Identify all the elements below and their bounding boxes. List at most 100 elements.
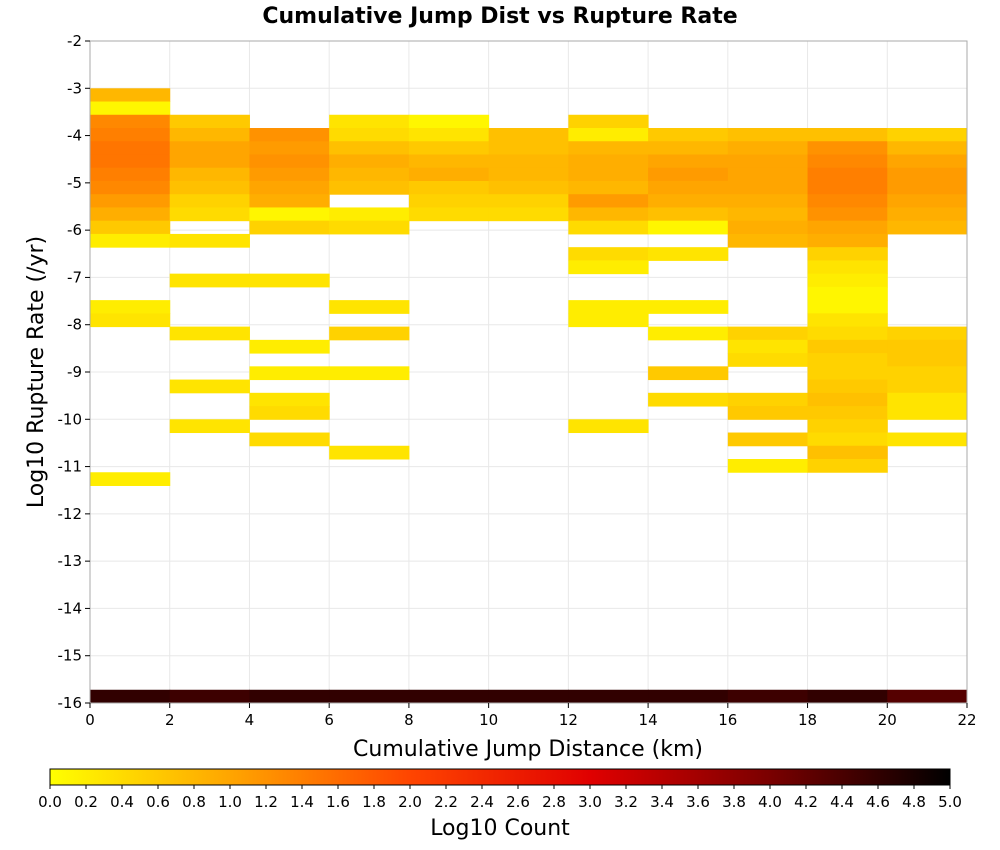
colorbar-gradient	[49, 768, 951, 786]
heatmap-cell	[408, 194, 490, 208]
heatmap-cell	[727, 432, 809, 447]
heatmap-cell	[408, 154, 490, 169]
heatmap-cell	[169, 180, 250, 195]
heatmap-cell	[249, 339, 330, 354]
heatmap-cell	[887, 392, 968, 407]
heatmap-cell	[249, 366, 330, 381]
heatmap-cell	[169, 207, 250, 222]
heatmap-cell	[249, 167, 330, 182]
heatmap-cell	[807, 128, 888, 142]
heatmap-cell	[488, 207, 569, 222]
heatmap-cell	[329, 689, 410, 704]
heatmap-cell	[169, 273, 250, 288]
heatmap-cell	[90, 233, 171, 248]
heatmap-cell	[727, 194, 809, 208]
heatmap-cell	[90, 154, 171, 169]
heatmap-cell	[329, 180, 410, 195]
y-tick-label: -16	[58, 694, 83, 712]
heatmap-cell	[488, 689, 569, 704]
heatmap-cell	[329, 326, 410, 341]
colorbar-tick-label: 3.4	[650, 793, 674, 811]
colorbar-tick-label: 2.8	[542, 793, 566, 811]
heatmap-cell	[249, 392, 330, 407]
y-tick-label: -5	[67, 174, 82, 192]
heatmap-cell	[90, 101, 171, 116]
heatmap-cell	[329, 128, 410, 142]
heatmap-cell	[807, 419, 888, 434]
heatmap-cell	[648, 180, 729, 195]
heatmap-cell	[727, 326, 809, 341]
heatmap-cell	[807, 247, 888, 261]
heatmap-cell	[648, 141, 729, 155]
heatmap-cell	[90, 220, 171, 235]
y-tick-label: -4	[67, 127, 82, 145]
heatmap-cell	[568, 207, 649, 222]
heatmap-cell	[807, 220, 888, 235]
x-tick-label: 18	[798, 711, 817, 729]
heatmap-cell	[568, 689, 649, 704]
heatmap-cell	[568, 167, 649, 182]
heatmap-cell	[329, 300, 410, 314]
colorbar-tick-label: 4.6	[866, 793, 890, 811]
plot-area	[89, 40, 968, 704]
heatmap-cell	[807, 273, 888, 288]
colorbar-tick-label: 5.0	[938, 793, 962, 811]
heatmap-cell	[568, 419, 649, 434]
heatmap-cell	[648, 220, 729, 235]
heatmap-cell	[807, 366, 888, 381]
heatmap-cell	[169, 128, 250, 142]
colorbar-label: Log10 Count	[430, 816, 570, 841]
heatmap-cell	[568, 128, 649, 142]
heatmap-cell	[807, 286, 888, 301]
x-tick-label: 20	[878, 711, 897, 729]
heatmap-cell	[807, 167, 888, 182]
heatmap-cell	[727, 689, 809, 704]
heatmap-cell	[169, 154, 250, 169]
heatmap-cell	[249, 141, 330, 155]
heatmap-cell	[408, 689, 490, 704]
heatmap-cell	[329, 366, 410, 381]
heatmap-cell	[807, 313, 888, 328]
heatmap-cell	[648, 366, 729, 381]
heatmap-cell	[90, 141, 171, 155]
heatmap-cell	[807, 339, 888, 354]
heatmap-cell	[488, 141, 569, 155]
heatmap-cell	[329, 445, 410, 460]
heatmap-cell	[488, 167, 569, 182]
colorbar-tick-label: 0.6	[146, 793, 170, 811]
y-axis-ticks: -2 -3 -4 -5 -6 -7 -8 -9 -10 -11 -12 -13 -14 -15 -16	[58, 32, 90, 712]
heatmap-cell	[568, 114, 649, 129]
heatmap-cell	[648, 128, 729, 142]
colorbar-tick-label: 1.8	[362, 793, 386, 811]
heatmap-cell	[887, 379, 968, 394]
heatmap-cell	[727, 154, 809, 169]
heatmap-cell	[807, 141, 888, 155]
heatmap-cell	[727, 406, 809, 420]
heatmap-cell	[648, 167, 729, 182]
heatmap-cell	[249, 220, 330, 235]
heatmap-cell	[329, 167, 410, 182]
heatmap-cell	[90, 167, 171, 182]
x-tick-label: 16	[718, 711, 737, 729]
heatmap-cell	[807, 379, 888, 394]
heatmap-cell	[90, 300, 171, 314]
y-tick-label: -9	[67, 363, 82, 381]
heatmap-cell	[329, 141, 410, 155]
heatmap-cell	[169, 167, 250, 182]
colorbar-tick-label: 3.2	[614, 793, 638, 811]
colorbar-tick-label: 3.0	[578, 793, 602, 811]
colorbar-tick-label: 4.2	[794, 793, 818, 811]
heatmap-cell	[727, 180, 809, 195]
heatmap-cell	[807, 233, 888, 248]
heatmap-cell	[249, 154, 330, 169]
y-tick-label: -15	[58, 647, 83, 665]
heatmap-cell	[568, 247, 649, 261]
heatmap-cell	[807, 432, 888, 447]
x-tick-label: 22	[957, 711, 976, 729]
heatmap-cell	[648, 247, 729, 261]
heatmap-cell	[727, 207, 809, 222]
heatmap-cell	[408, 207, 490, 222]
heatmap-cell	[648, 689, 729, 704]
y-tick-label: -13	[58, 552, 83, 570]
